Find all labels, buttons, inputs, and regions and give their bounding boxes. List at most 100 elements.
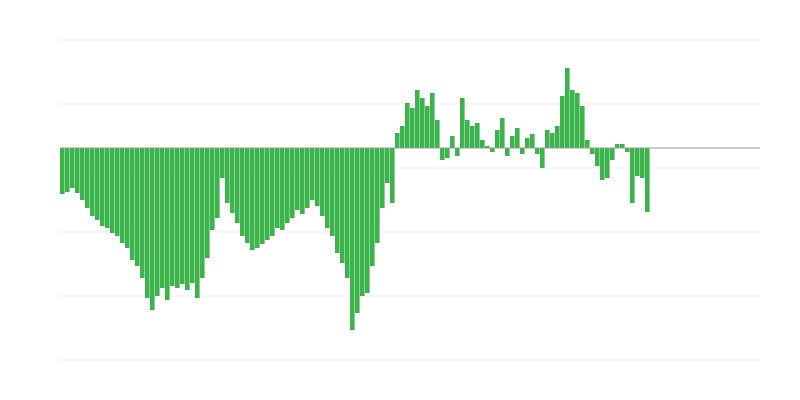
- bar: [295, 148, 300, 210]
- bar: [205, 148, 210, 258]
- bar: [420, 98, 425, 148]
- bar: [450, 136, 455, 148]
- bar: [185, 148, 190, 290]
- bar: [435, 120, 440, 148]
- bar: [310, 148, 315, 200]
- bar: [355, 148, 360, 313]
- bar: [250, 148, 255, 250]
- bar: [555, 126, 560, 148]
- bar: [335, 148, 340, 253]
- bar: [220, 148, 225, 178]
- bar: [160, 148, 165, 288]
- bar: [60, 148, 65, 194]
- bar: [445, 148, 450, 158]
- bar: [625, 148, 630, 152]
- bar: [120, 148, 125, 243]
- bar: [605, 148, 610, 178]
- bar: [480, 140, 485, 148]
- bar: [415, 90, 420, 148]
- bar: [515, 128, 520, 148]
- bar: [255, 148, 260, 248]
- bar: [375, 148, 380, 243]
- bar: [240, 148, 245, 236]
- bar: [360, 148, 365, 296]
- bar: [140, 148, 145, 278]
- bar: [80, 148, 85, 200]
- bar: [460, 98, 465, 148]
- bar: [365, 148, 370, 293]
- bar: [580, 106, 585, 148]
- bar: [485, 146, 490, 148]
- bar: [455, 148, 460, 156]
- bar: [320, 148, 325, 216]
- bar: [100, 148, 105, 226]
- bar: [265, 148, 270, 240]
- bar: [405, 103, 410, 148]
- bar: [155, 148, 160, 296]
- bar: [145, 148, 150, 298]
- bar: [380, 148, 385, 208]
- bar: [590, 148, 595, 154]
- bar: [115, 148, 120, 236]
- bar: [170, 148, 175, 286]
- bar: [545, 130, 550, 148]
- bar: [200, 148, 205, 278]
- bar: [305, 148, 310, 208]
- bar: [400, 126, 405, 148]
- bar: [290, 148, 295, 218]
- bar: [340, 148, 345, 263]
- bar: [330, 148, 335, 236]
- bar: [390, 148, 395, 203]
- bar: [275, 148, 280, 228]
- bar: [410, 108, 415, 148]
- bar: [610, 148, 615, 160]
- bar: [520, 148, 525, 154]
- bar: [95, 148, 100, 220]
- bar: [90, 148, 95, 216]
- bar: [165, 148, 170, 300]
- bar: [500, 118, 505, 148]
- bar: [470, 126, 475, 148]
- bar: [635, 148, 640, 176]
- bar: [195, 148, 200, 298]
- bar: [85, 148, 90, 208]
- bar: [345, 148, 350, 278]
- bar: [190, 148, 195, 283]
- bar: [575, 93, 580, 148]
- bar: [105, 148, 110, 228]
- bar: [285, 148, 290, 223]
- bar: [565, 68, 570, 148]
- bar: [280, 148, 285, 230]
- bar: [530, 134, 535, 148]
- bar: [495, 130, 500, 148]
- bar: [425, 106, 430, 148]
- bar: [130, 148, 135, 260]
- bar: [75, 148, 80, 193]
- bar: [600, 148, 605, 180]
- bar: [510, 136, 515, 148]
- bar: [620, 144, 625, 148]
- bar: [385, 148, 390, 183]
- bar: [225, 148, 230, 203]
- bar: [300, 148, 305, 214]
- bar: [540, 148, 545, 168]
- bar: [370, 148, 375, 266]
- bar: [585, 140, 590, 148]
- bar: [70, 148, 75, 188]
- bar: [465, 120, 470, 148]
- bar: [65, 148, 70, 192]
- bar: [560, 96, 565, 148]
- bar: [210, 148, 215, 230]
- bar: [615, 144, 620, 148]
- bar: [525, 138, 530, 148]
- bar: [395, 133, 400, 148]
- bar: [270, 148, 275, 236]
- bar: [325, 148, 330, 228]
- bar: [180, 148, 185, 284]
- bar: [235, 148, 240, 223]
- bar: [315, 148, 320, 206]
- bar: [175, 148, 180, 288]
- bar: [595, 148, 600, 166]
